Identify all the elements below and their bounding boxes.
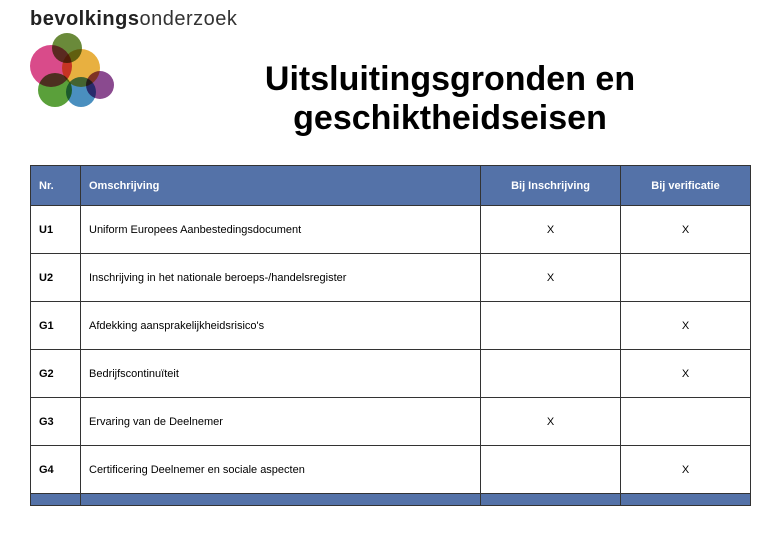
cell-bij-verificatie: X bbox=[621, 206, 751, 254]
col-header-nr: Nr. bbox=[31, 166, 81, 206]
cell-nr: G4 bbox=[31, 446, 81, 494]
cell-bij-inschrijving bbox=[481, 302, 621, 350]
cell-bij-verificatie: X bbox=[621, 446, 751, 494]
brand-circles-icon bbox=[30, 33, 150, 113]
cell-bij-verificatie bbox=[621, 254, 751, 302]
cell-omschrijving: Ervaring van de Deelnemer bbox=[81, 398, 481, 446]
cell-omschrijving: Certificering Deelnemer en sociale aspec… bbox=[81, 446, 481, 494]
cell-omschrijving: Afdekking aansprakelijkheidsrisico's bbox=[81, 302, 481, 350]
table-row: U2 Inschrijving in het nationale beroeps… bbox=[31, 254, 751, 302]
cell-omschrijving: Uniform Europees Aanbestedingsdocument bbox=[81, 206, 481, 254]
page-title: Uitsluitingsgronden en geschiktheidseise… bbox=[170, 60, 730, 138]
cell-omschrijving: Bedrijfscontinuïteit bbox=[81, 350, 481, 398]
table-row: G3 Ervaring van de Deelnemer X bbox=[31, 398, 751, 446]
cell-nr: U2 bbox=[31, 254, 81, 302]
cell-bij-inschrijving: X bbox=[481, 398, 621, 446]
col-header-omschrijving: Omschrijving bbox=[81, 166, 481, 206]
brand-wordmark: bevolkingsonderzoek bbox=[30, 8, 237, 31]
table-footer-row bbox=[31, 494, 751, 506]
brand-word-bold: bevolkings bbox=[30, 8, 139, 30]
cell-bij-inschrijving: X bbox=[481, 254, 621, 302]
cell-bij-verificatie: X bbox=[621, 350, 751, 398]
col-header-bij-verificatie: Bij verificatie bbox=[621, 166, 751, 206]
cell-nr: G1 bbox=[31, 302, 81, 350]
table-body: U1 Uniform Europees Aanbestedingsdocumen… bbox=[31, 206, 751, 506]
cell-bij-inschrijving: X bbox=[481, 206, 621, 254]
cell-bij-verificatie bbox=[621, 398, 751, 446]
brand-word-light: onderzoek bbox=[139, 8, 237, 30]
table-row: U1 Uniform Europees Aanbestedingsdocumen… bbox=[31, 206, 751, 254]
cell-nr: U1 bbox=[31, 206, 81, 254]
requirements-table: Nr. Omschrijving Bij Inschrijving Bij ve… bbox=[30, 165, 751, 506]
cell-bij-verificatie: X bbox=[621, 302, 751, 350]
cell-bij-inschrijving bbox=[481, 350, 621, 398]
table-header-row: Nr. Omschrijving Bij Inschrijving Bij ve… bbox=[31, 166, 751, 206]
table-row: G2 Bedrijfscontinuïteit X bbox=[31, 350, 751, 398]
cell-omschrijving: Inschrijving in het nationale beroeps-/h… bbox=[81, 254, 481, 302]
cell-nr: G3 bbox=[31, 398, 81, 446]
col-header-bij-inschrijving: Bij Inschrijving bbox=[481, 166, 621, 206]
table-row: G1 Afdekking aansprakelijkheidsrisico's … bbox=[31, 302, 751, 350]
table-row: G4 Certificering Deelnemer en sociale as… bbox=[31, 446, 751, 494]
cell-nr: G2 bbox=[31, 350, 81, 398]
cell-bij-inschrijving bbox=[481, 446, 621, 494]
